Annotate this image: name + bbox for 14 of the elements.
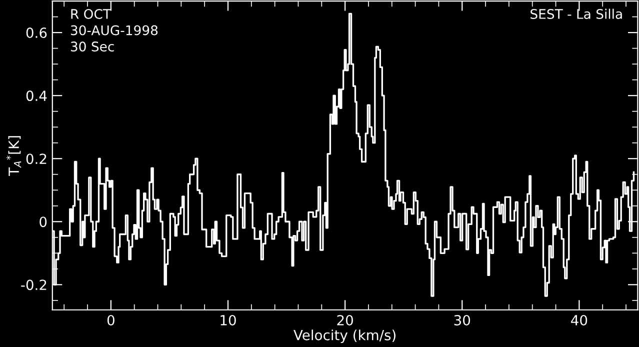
x-tick-label: 10 [220, 314, 236, 326]
x-tick-label: 30 [454, 314, 470, 326]
y-tick-label: 0 [40, 216, 47, 228]
y-tick-label: 0.4 [26, 90, 47, 102]
y-tick-label: -0.2 [21, 280, 46, 290]
y-tick-label: 0.2 [26, 154, 46, 164]
x-tick-label: 20 [337, 314, 353, 326]
y-axis-title: T$_{A}$$^{*}$[K] [6, 136, 22, 176]
y-tick-label: 0.6 [26, 28, 47, 38]
x-axis-title: Velocity (km/s) [294, 330, 396, 344]
annotation: R OCT 30-AUG-1998 30 Sec [70, 8, 158, 52]
x-tick-label: 0 [107, 314, 114, 326]
annotation: SEST - La Silla [530, 8, 622, 19]
x-tick-label: 40 [571, 314, 588, 326]
